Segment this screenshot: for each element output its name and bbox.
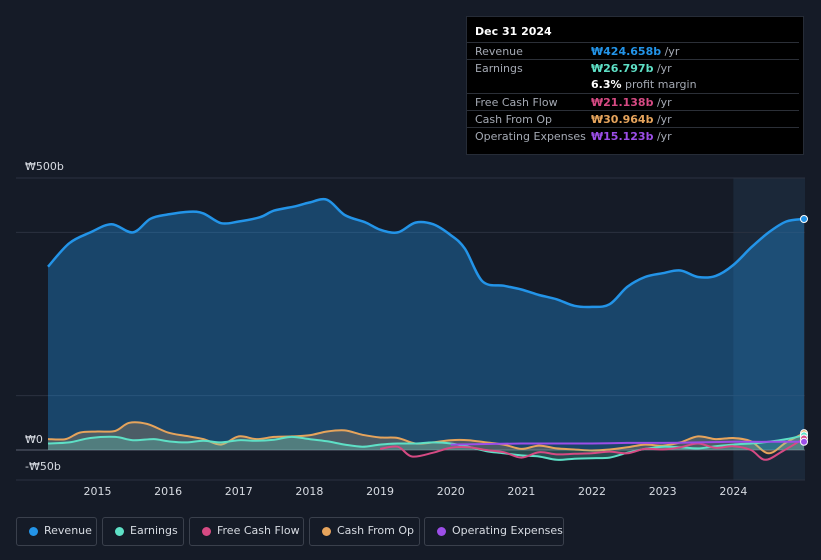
cash-from-op-area xyxy=(48,422,804,454)
tooltip-label: Operating Expenses xyxy=(475,130,586,143)
revenue-line xyxy=(47,197,805,309)
y-tick-label: ₩0 xyxy=(25,433,43,446)
x-tick-label: 2021 xyxy=(507,485,535,498)
legend-item-revenue[interactable]: Revenue xyxy=(16,517,97,546)
x-tick-label: 2015 xyxy=(83,485,111,498)
legend-label: Operating Expenses xyxy=(452,524,563,537)
y-tick-label: ₩500b xyxy=(25,160,64,173)
x-tick-label: 2022 xyxy=(578,485,606,498)
legend-item-cash-from-op[interactable]: Cash From Op xyxy=(309,517,420,546)
tooltip-row-revenue: Revenue ₩424.658b /yr xyxy=(467,42,799,60)
x-tick-label: 2018 xyxy=(295,485,323,498)
x-tick-label: 2019 xyxy=(366,485,394,498)
operating-expenses-line xyxy=(450,440,805,446)
tooltip-row-cash-from-op: Cash From Op ₩30.964b /yr xyxy=(467,110,799,128)
earnings-area xyxy=(48,435,804,460)
operating-expenses-dot-icon xyxy=(437,527,446,536)
legend-item-free-cash-flow[interactable]: Free Cash Flow xyxy=(189,517,304,546)
tooltip-row-profit-margin: 6.3% profit margin xyxy=(467,76,799,93)
earnings-dot-icon xyxy=(115,527,124,536)
revenue-end-point xyxy=(800,214,808,223)
revenue-area xyxy=(48,199,804,450)
tooltip-value: ₩26.797b /yr xyxy=(591,62,672,75)
legend-item-operating-expenses[interactable]: Operating Expenses xyxy=(424,517,564,546)
x-tick-label: 2024 xyxy=(719,485,747,498)
tooltip-label: Revenue xyxy=(475,45,523,58)
tooltip-date: Dec 31 2024 xyxy=(475,25,552,38)
x-tick-label: 2023 xyxy=(649,485,677,498)
tooltip-value: ₩15.123b /yr xyxy=(591,130,672,143)
free-cash-flow-dot-icon xyxy=(202,527,211,536)
x-tick-label: 2020 xyxy=(437,485,465,498)
legend-label: Cash From Op xyxy=(337,524,415,537)
tooltip-value: ₩21.138b /yr xyxy=(591,96,672,109)
tooltip-value: ₩30.964b /yr xyxy=(591,113,672,126)
operating-expenses-end-point xyxy=(800,437,808,446)
legend-label: Free Cash Flow xyxy=(217,524,300,537)
tooltip-label: Earnings xyxy=(475,62,523,75)
x-tick-label: 2017 xyxy=(225,485,253,498)
tooltip-row-earnings: Earnings ₩26.797b /yr xyxy=(467,59,799,77)
highlight-band xyxy=(733,178,805,480)
tooltip-row-free-cash-flow: Free Cash Flow ₩21.138b /yr xyxy=(467,93,799,111)
x-tick-label: 2016 xyxy=(154,485,182,498)
tooltip-value: 6.3% profit margin xyxy=(591,78,697,91)
tooltip-row-operating-expenses: Operating Expenses ₩15.123b /yr xyxy=(467,127,799,145)
y-tick-label: -₩50b xyxy=(25,460,61,473)
tooltip-value: ₩424.658b /yr xyxy=(591,45,680,58)
tooltip-panel: Dec 31 2024 Revenue ₩424.658b /yr Earnin… xyxy=(466,16,804,155)
tooltip-label: Free Cash Flow xyxy=(475,96,558,109)
tooltip-label: Cash From Op xyxy=(475,113,553,126)
legend-item-earnings[interactable]: Earnings xyxy=(102,517,184,546)
revenue-dot-icon xyxy=(29,527,38,536)
legend-label: Earnings xyxy=(130,524,178,537)
cash-from-op-dot-icon xyxy=(322,527,331,536)
legend-label: Revenue xyxy=(44,524,92,537)
free-cash-flow-line xyxy=(379,437,805,461)
